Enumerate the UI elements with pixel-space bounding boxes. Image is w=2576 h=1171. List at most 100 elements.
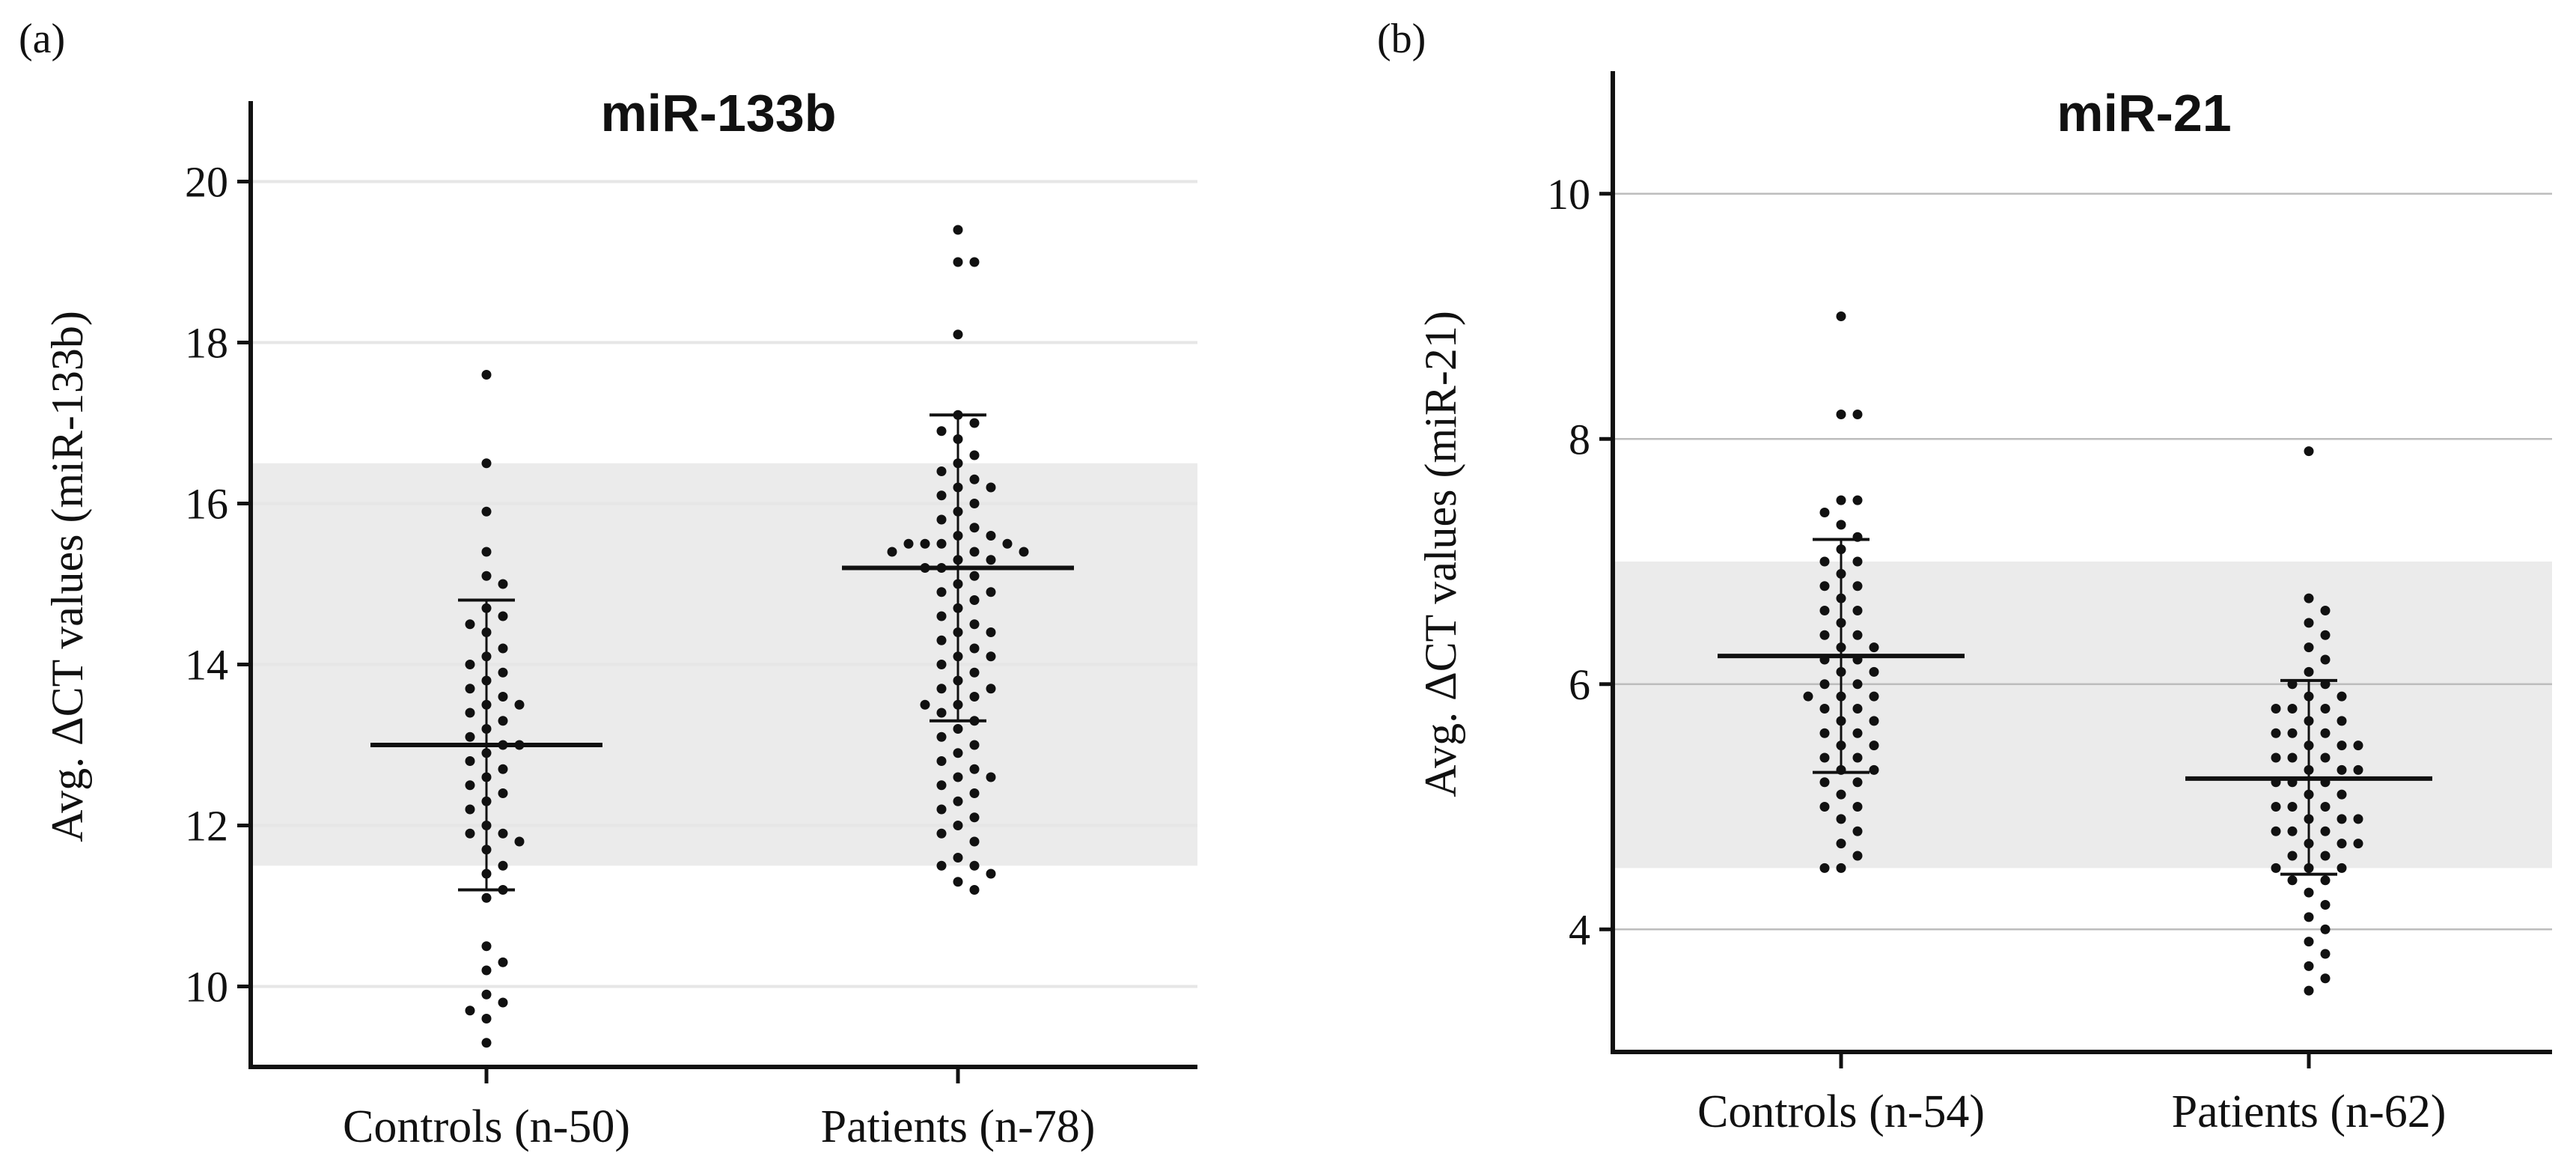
data-point bbox=[465, 804, 475, 815]
data-point bbox=[2320, 802, 2331, 812]
data-point bbox=[2320, 875, 2331, 886]
data-point bbox=[969, 523, 980, 533]
data-point bbox=[2304, 716, 2314, 726]
data-point bbox=[1852, 777, 1863, 788]
data-point bbox=[953, 329, 963, 340]
data-point bbox=[953, 603, 963, 613]
data-point bbox=[498, 643, 508, 654]
data-point bbox=[2304, 618, 2314, 628]
data-point bbox=[481, 772, 492, 782]
data-point bbox=[969, 788, 980, 798]
panel-a: (a) 10 12 14 16 18 20 Controls (n-50) Patients … bbox=[19, 16, 1197, 1152]
data-point bbox=[2320, 924, 2331, 934]
data-point bbox=[920, 538, 930, 549]
data-point bbox=[2287, 777, 2298, 788]
data-point bbox=[2304, 937, 2314, 947]
data-point bbox=[1819, 752, 1830, 763]
data-point bbox=[969, 643, 980, 654]
data-point bbox=[2320, 679, 2331, 690]
x-tick-label: Patients (n-62) bbox=[2172, 1086, 2447, 1137]
data-point bbox=[2304, 839, 2314, 849]
data-point bbox=[953, 724, 963, 734]
chart-title-a: miR-133b bbox=[600, 84, 836, 142]
data-point bbox=[969, 692, 980, 702]
data-point bbox=[2353, 764, 2363, 775]
data-point bbox=[514, 740, 525, 750]
data-point bbox=[498, 740, 508, 750]
y-tick-label: 18 bbox=[185, 319, 228, 368]
x-tick-label: Patients (n-78) bbox=[821, 1101, 1096, 1152]
data-point bbox=[1803, 691, 1813, 702]
data-point bbox=[2304, 985, 2314, 996]
y-axis-label-b: Avg. ΔCT values (miR-21) bbox=[1416, 311, 1465, 797]
data-point bbox=[903, 538, 914, 549]
data-point bbox=[465, 732, 475, 742]
data-point bbox=[2304, 764, 2314, 775]
data-point bbox=[1852, 581, 1863, 591]
data-point bbox=[953, 853, 963, 863]
data-point bbox=[1852, 532, 1863, 542]
data-point bbox=[465, 708, 475, 718]
data-point bbox=[953, 627, 963, 637]
data-point bbox=[1852, 654, 1863, 665]
data-point bbox=[1869, 666, 1879, 677]
data-point bbox=[969, 716, 980, 726]
data-point bbox=[2337, 691, 2347, 702]
data-point bbox=[986, 651, 996, 662]
data-point bbox=[1852, 410, 1863, 419]
data-point bbox=[936, 466, 947, 476]
data-point bbox=[2271, 863, 2281, 873]
data-point bbox=[2304, 642, 2314, 653]
data-point bbox=[1836, 666, 1846, 677]
data-point bbox=[1836, 544, 1846, 555]
data-point bbox=[481, 845, 492, 855]
y-tick-label: 12 bbox=[185, 802, 228, 851]
data-point bbox=[498, 764, 508, 774]
data-point bbox=[481, 1014, 492, 1024]
data-point bbox=[953, 531, 963, 541]
data-point bbox=[1819, 863, 1830, 873]
data-point bbox=[1836, 716, 1846, 726]
data-point bbox=[969, 450, 980, 460]
data-point bbox=[465, 660, 475, 669]
data-point bbox=[969, 571, 980, 581]
data-point bbox=[1819, 606, 1830, 615]
data-point bbox=[969, 860, 980, 871]
data-point bbox=[2320, 606, 2331, 615]
data-point bbox=[1836, 789, 1846, 800]
data-point bbox=[2304, 789, 2314, 800]
data-point bbox=[1002, 538, 1013, 549]
y-tick-label: 8 bbox=[1569, 415, 1590, 463]
data-point bbox=[465, 619, 475, 630]
x-tick-label: Controls (n-50) bbox=[343, 1101, 630, 1152]
data-point bbox=[1869, 642, 1879, 653]
data-point bbox=[481, 370, 492, 380]
data-point bbox=[1869, 691, 1879, 702]
data-point bbox=[2271, 802, 2281, 812]
data-point bbox=[1852, 606, 1863, 615]
data-point bbox=[936, 732, 947, 742]
y-tick-label: 10 bbox=[185, 963, 228, 1012]
data-point bbox=[2320, 900, 2331, 910]
data-point bbox=[1852, 556, 1863, 567]
data-point bbox=[1836, 691, 1846, 702]
data-point bbox=[481, 651, 492, 662]
data-point bbox=[1869, 716, 1879, 726]
data-point bbox=[969, 257, 980, 267]
data-point bbox=[936, 780, 947, 791]
data-point bbox=[2304, 912, 2314, 922]
data-point bbox=[936, 660, 947, 669]
data-point bbox=[2320, 704, 2331, 714]
data-point bbox=[953, 796, 963, 806]
panel-label-b: (b) bbox=[1377, 16, 1426, 62]
data-point bbox=[2287, 826, 2298, 836]
y-tick-label: 14 bbox=[185, 641, 228, 690]
data-point bbox=[2337, 814, 2347, 824]
data-point bbox=[1819, 777, 1830, 788]
data-point bbox=[969, 619, 980, 630]
data-point bbox=[1836, 642, 1846, 653]
data-point bbox=[2287, 802, 2298, 812]
data-point bbox=[498, 860, 508, 871]
